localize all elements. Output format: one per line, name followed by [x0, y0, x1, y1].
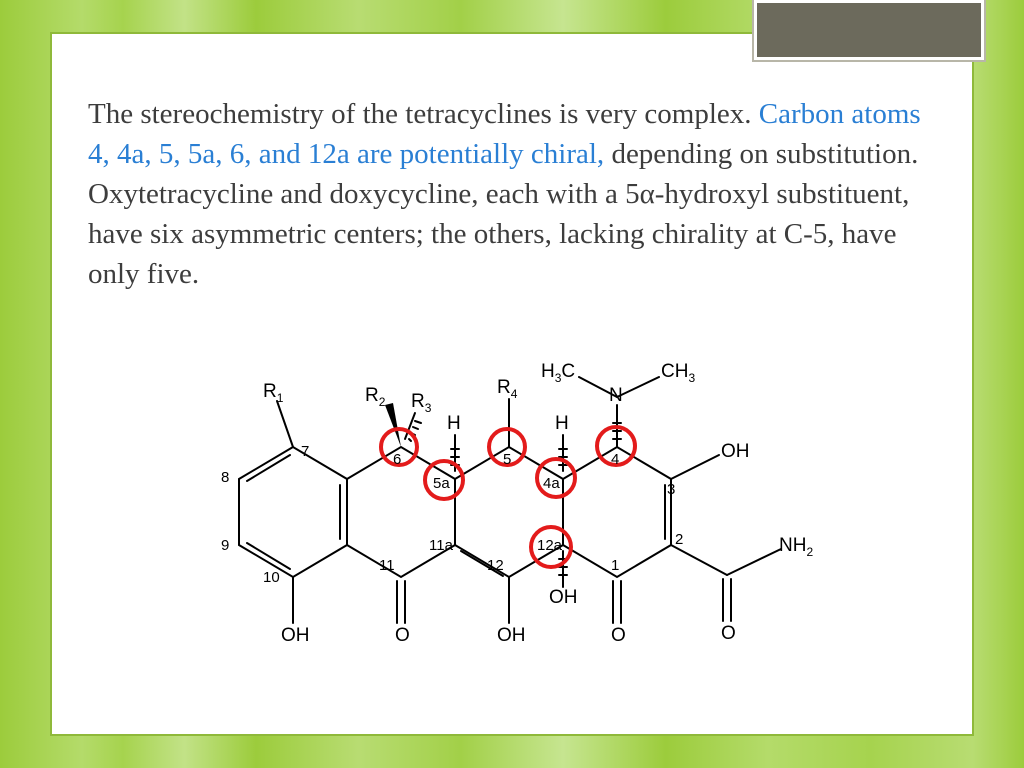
lbl-R1: R1	[263, 381, 283, 405]
pos-3: 3	[667, 481, 675, 498]
pos-8: 8	[221, 469, 229, 486]
pos-11: 11	[379, 557, 395, 574]
body-paragraph: The stereochemistry of the tetracyclines…	[88, 94, 938, 294]
lbl-R4: R4	[497, 377, 517, 401]
pos-12: 12	[487, 557, 504, 574]
pos-5a: 5a	[433, 475, 450, 492]
pos-1: 1	[611, 557, 619, 574]
pos-6: 6	[393, 451, 401, 468]
pos-5: 5	[503, 451, 511, 468]
lbl-O-amide: O	[721, 623, 736, 645]
tetracycline-structure-diagram: 7 8 9 10 6 5a 5 4a 4 3 2 1 12a 12 11a 11…	[207, 369, 817, 709]
lbl-OH-12: OH	[497, 625, 526, 647]
lbl-O-1: O	[611, 625, 626, 647]
lbl-CH3: CH3	[661, 361, 695, 385]
pos-9: 9	[221, 537, 229, 554]
lbl-H-4a: H	[555, 413, 569, 435]
lbl-OH-3: OH	[721, 441, 750, 463]
pos-2: 2	[675, 531, 683, 548]
lbl-OH-10: OH	[281, 625, 310, 647]
pos-4: 4	[611, 451, 619, 468]
lbl-R3: R3	[411, 391, 431, 415]
lbl-O-11: O	[395, 625, 410, 647]
lbl-R2: R2	[365, 385, 385, 409]
pos-4a: 4a	[543, 475, 560, 492]
structure-svg	[207, 369, 817, 709]
corner-accent-box	[754, 0, 984, 60]
pos-7: 7	[301, 443, 309, 460]
lbl-OH-12a: OH	[549, 587, 578, 609]
lbl-NH2: NH2	[779, 535, 813, 559]
lbl-H3C: H3C	[541, 361, 575, 385]
slide-frame: The stereochemistry of the tetracyclines…	[50, 32, 974, 736]
body-text-intro: The stereochemistry of the tetracyclines…	[88, 98, 759, 130]
pos-12a: 12a	[537, 537, 562, 554]
lbl-N: N	[609, 385, 623, 407]
pos-10: 10	[263, 569, 280, 586]
pos-11a: 11a	[429, 537, 453, 554]
lbl-H-5a: H	[447, 413, 461, 435]
